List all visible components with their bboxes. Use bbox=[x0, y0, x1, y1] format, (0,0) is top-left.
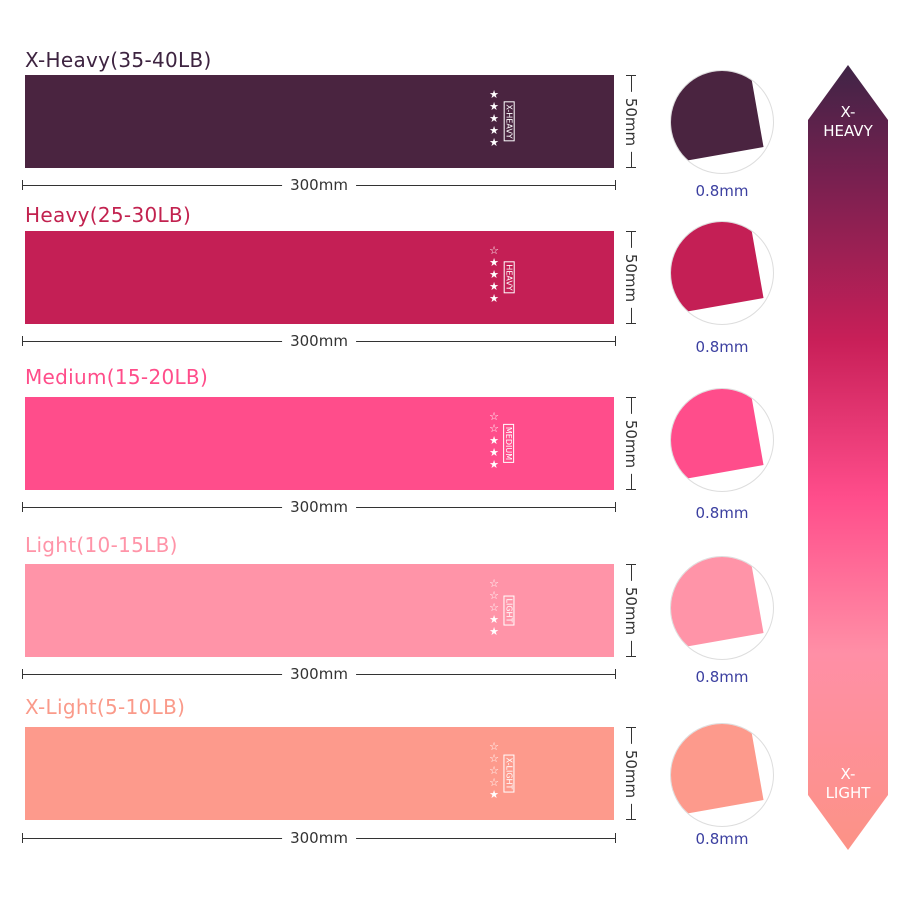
star-rating: ★ ★ ★ ★ ★ bbox=[487, 89, 501, 149]
star-filled-icon: ★ bbox=[489, 446, 499, 459]
band-closeup-image bbox=[670, 556, 774, 660]
width-dimension: 50mm bbox=[622, 75, 640, 168]
resistance-scale-arrow: X- HEAVY X- LIGHT bbox=[808, 65, 888, 850]
length-dimension: 300mm bbox=[22, 665, 616, 683]
star-filled-icon: ★ bbox=[489, 268, 499, 281]
star-filled-icon: ★ bbox=[489, 434, 499, 447]
band-tag: ★ ★ ★ ☆ ☆ MEDIUM bbox=[487, 411, 527, 475]
length-dimension: 300mm bbox=[22, 498, 616, 516]
band-level-label: LIGHT bbox=[503, 595, 515, 625]
thickness-label: 0.8mm bbox=[695, 504, 749, 522]
star-empty-icon: ☆ bbox=[489, 764, 499, 777]
star-filled-icon: ★ bbox=[489, 256, 499, 269]
star-filled-icon: ★ bbox=[489, 613, 499, 626]
thickness-label: 0.8mm bbox=[695, 338, 749, 356]
star-filled-icon: ★ bbox=[489, 292, 499, 305]
band-closeup-image bbox=[670, 723, 774, 827]
star-filled-icon: ★ bbox=[489, 788, 499, 801]
resistance-band: ★ ★ ★ ★ ★ X-HEAVY bbox=[25, 75, 614, 168]
band-title: X-Light(5-10LB) bbox=[25, 695, 186, 719]
star-empty-icon: ☆ bbox=[489, 776, 499, 789]
width-dimension: 50mm bbox=[622, 231, 640, 324]
star-empty-icon: ☆ bbox=[489, 577, 499, 590]
star-rating: ★ ★ ★ ★ ☆ bbox=[487, 245, 501, 305]
resistance-band: ★ ★ ★ ☆ ☆ MEDIUM bbox=[25, 397, 614, 490]
star-filled-icon: ★ bbox=[489, 625, 499, 638]
band-level-label: X-HEAVY bbox=[503, 100, 515, 142]
length-dimension: 300mm bbox=[22, 332, 616, 350]
thickness-label: 0.8mm bbox=[695, 668, 749, 686]
resistance-band: ★ ★ ☆ ☆ ☆ LIGHT bbox=[25, 564, 614, 657]
resistance-band: ★ ★ ★ ★ ☆ HEAVY bbox=[25, 231, 614, 324]
band-title: Heavy(25-30LB) bbox=[25, 203, 192, 227]
scale-top-label: X- HEAVY bbox=[823, 103, 873, 140]
star-empty-icon: ☆ bbox=[489, 601, 499, 614]
star-empty-icon: ☆ bbox=[489, 422, 499, 435]
star-filled-icon: ★ bbox=[489, 100, 499, 113]
band-level-label: X-LIGHT bbox=[503, 754, 515, 792]
width-dimension: 50mm bbox=[622, 727, 640, 820]
length-dimension: 300mm bbox=[22, 829, 616, 847]
star-filled-icon: ★ bbox=[489, 458, 499, 471]
width-dimension: 50mm bbox=[622, 564, 640, 657]
band-tag: ★ ★ ★ ★ ★ X-HEAVY bbox=[487, 89, 527, 153]
star-filled-icon: ★ bbox=[489, 124, 499, 137]
star-filled-icon: ★ bbox=[489, 88, 499, 101]
star-filled-icon: ★ bbox=[489, 112, 499, 125]
band-tag: ★ ★ ★ ★ ☆ HEAVY bbox=[487, 245, 527, 309]
resistance-band: ★ ☆ ☆ ☆ ☆ X-LIGHT bbox=[25, 727, 614, 820]
band-closeup-image bbox=[670, 388, 774, 492]
star-empty-icon: ☆ bbox=[489, 740, 499, 753]
star-filled-icon: ★ bbox=[489, 136, 499, 149]
star-empty-icon: ☆ bbox=[489, 244, 499, 257]
star-filled-icon: ★ bbox=[489, 280, 499, 293]
band-level-label: MEDIUM bbox=[503, 423, 515, 463]
band-level-label: HEAVY bbox=[503, 260, 515, 294]
band-title: X-Heavy(35-40LB) bbox=[25, 48, 212, 72]
thickness-label: 0.8mm bbox=[695, 182, 749, 200]
star-rating: ★ ☆ ☆ ☆ ☆ bbox=[487, 741, 501, 801]
length-dimension: 300mm bbox=[22, 176, 616, 194]
band-title: Medium(15-20LB) bbox=[25, 365, 209, 389]
band-tag: ★ ★ ☆ ☆ ☆ LIGHT bbox=[487, 578, 527, 642]
thickness-label: 0.8mm bbox=[695, 830, 749, 848]
star-empty-icon: ☆ bbox=[489, 589, 499, 602]
star-rating: ★ ★ ☆ ☆ ☆ bbox=[487, 578, 501, 638]
width-dimension: 50mm bbox=[622, 397, 640, 490]
scale-bottom-label: X- LIGHT bbox=[825, 765, 871, 802]
star-empty-icon: ☆ bbox=[489, 752, 499, 765]
star-empty-icon: ☆ bbox=[489, 410, 499, 423]
band-tag: ★ ☆ ☆ ☆ ☆ X-LIGHT bbox=[487, 741, 527, 805]
band-closeup-image bbox=[670, 221, 774, 325]
star-rating: ★ ★ ★ ☆ ☆ bbox=[487, 411, 501, 471]
band-closeup-image bbox=[670, 70, 774, 174]
band-title: Light(10-15LB) bbox=[25, 533, 178, 557]
